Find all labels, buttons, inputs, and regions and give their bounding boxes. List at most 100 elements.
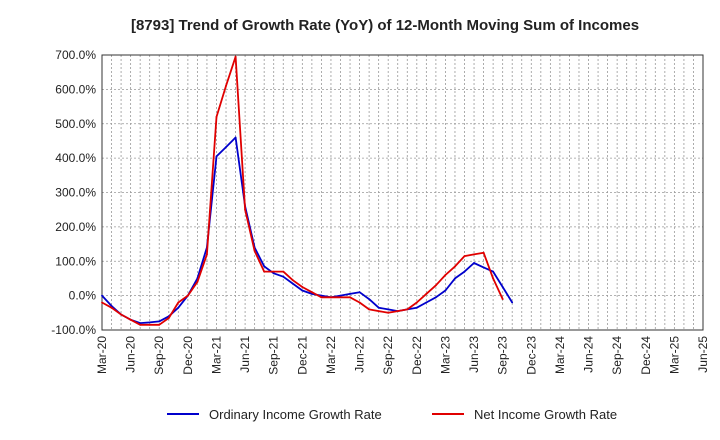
data-point bbox=[301, 289, 304, 292]
data-point bbox=[330, 296, 332, 299]
x-tick-label: Mar-23 bbox=[438, 336, 452, 374]
data-point bbox=[148, 323, 151, 326]
data-point bbox=[253, 250, 256, 252]
y-tick-label: 400.0% bbox=[55, 151, 96, 165]
x-tick-label: Dec-20 bbox=[181, 336, 195, 375]
data-point bbox=[396, 310, 399, 312]
data-point bbox=[473, 262, 475, 264]
data-point bbox=[301, 286, 304, 288]
data-point bbox=[244, 208, 247, 211]
data-point bbox=[339, 294, 342, 297]
legend-label-0: Ordinary Income Growth Rate bbox=[209, 407, 382, 422]
series-layer bbox=[101, 55, 514, 326]
data-point bbox=[444, 274, 447, 276]
data-point bbox=[225, 85, 227, 87]
y-tick-label: 0.0% bbox=[69, 289, 97, 303]
data-point bbox=[272, 270, 275, 273]
data-point bbox=[406, 308, 409, 311]
data-point bbox=[129, 318, 132, 321]
data-point bbox=[282, 270, 285, 273]
data-point bbox=[167, 317, 170, 319]
y-tick-label: 600.0% bbox=[55, 82, 96, 96]
data-point bbox=[263, 265, 266, 268]
x-tick-label: Jun-21 bbox=[238, 336, 252, 373]
data-point bbox=[291, 282, 294, 285]
x-tick-label: Sep-21 bbox=[267, 336, 281, 375]
x-tick-label: Sep-22 bbox=[381, 336, 395, 375]
data-point bbox=[320, 296, 323, 299]
data-point bbox=[101, 294, 103, 297]
x-tick-label: Jun-24 bbox=[582, 336, 596, 373]
legend: Ordinary Income Growth Rate Net Income Gr… bbox=[167, 407, 617, 422]
x-tick-label: Mar-20 bbox=[95, 336, 109, 374]
x-tick-label: Jun-20 bbox=[124, 336, 138, 373]
y-tick-label: 300.0% bbox=[55, 186, 96, 200]
chart-title: [8793] Trend of Growth Rate (YoY) of 12-… bbox=[131, 17, 639, 34]
x-tick-label: Mar-21 bbox=[209, 336, 223, 374]
y-tick-label: 700.0% bbox=[55, 48, 96, 62]
data-point bbox=[291, 279, 294, 282]
data-point bbox=[454, 277, 456, 280]
data-point bbox=[263, 270, 266, 273]
data-point bbox=[177, 306, 180, 309]
data-point bbox=[492, 277, 494, 280]
data-point bbox=[187, 294, 189, 297]
data-point bbox=[349, 296, 351, 299]
data-point bbox=[110, 305, 113, 307]
data-point bbox=[473, 253, 475, 256]
data-point bbox=[358, 301, 361, 304]
x-tick-label: Mar-25 bbox=[667, 336, 681, 374]
data-point bbox=[215, 155, 218, 158]
data-point bbox=[311, 291, 313, 294]
data-point bbox=[435, 296, 437, 299]
data-point bbox=[139, 323, 142, 326]
y-tick-label: 200.0% bbox=[55, 220, 96, 234]
data-point bbox=[492, 270, 494, 273]
data-point bbox=[196, 281, 199, 283]
x-tick-label: Jun-23 bbox=[467, 336, 481, 373]
data-point bbox=[368, 308, 370, 311]
x-tick-label: Sep-23 bbox=[496, 336, 510, 375]
data-point bbox=[215, 116, 218, 118]
data-point bbox=[272, 272, 275, 275]
data-point bbox=[425, 301, 428, 304]
x-tick-label: Mar-22 bbox=[324, 336, 338, 374]
data-point bbox=[206, 253, 208, 256]
data-point bbox=[435, 284, 437, 287]
x-tick-label: Dec-24 bbox=[639, 336, 653, 375]
x-tick-label: Dec-22 bbox=[410, 336, 424, 375]
y-axis: -100.0% 0.0% 100.0% 200.0% 300.0% 400.0% 500.0… bbox=[51, 48, 96, 337]
data-point bbox=[234, 55, 237, 58]
y-tick-label: -100.0% bbox=[51, 323, 96, 337]
data-point bbox=[454, 265, 456, 268]
data-point bbox=[463, 255, 466, 257]
x-tick-label: Sep-24 bbox=[610, 336, 624, 375]
x-tick-label: Dec-23 bbox=[524, 336, 538, 375]
data-point bbox=[415, 306, 418, 309]
x-tick-label: Jun-22 bbox=[353, 336, 367, 373]
data-point bbox=[120, 313, 122, 316]
x-tick-label: Sep-20 bbox=[152, 336, 166, 375]
data-point bbox=[282, 275, 285, 278]
data-point bbox=[234, 136, 237, 139]
data-point bbox=[463, 270, 466, 273]
data-point bbox=[425, 293, 428, 295]
data-point bbox=[501, 286, 504, 288]
data-point bbox=[387, 311, 390, 314]
data-point bbox=[177, 301, 180, 304]
x-tick-label: Dec-21 bbox=[295, 336, 309, 375]
data-point bbox=[377, 306, 380, 309]
x-tick-label: Jun-25 bbox=[696, 336, 710, 373]
data-point bbox=[415, 301, 418, 304]
data-point bbox=[158, 320, 161, 323]
data-point bbox=[110, 306, 113, 309]
legend-label-1: Net Income Growth Rate bbox=[474, 407, 617, 422]
data-point bbox=[358, 291, 361, 294]
data-point bbox=[501, 298, 504, 300]
data-point bbox=[148, 321, 151, 324]
data-point bbox=[158, 323, 161, 326]
data-point bbox=[444, 289, 447, 292]
x-axis: Mar-20 Jun-20 Sep-20 Dec-20 Mar-21 Jun-21 Sep-… bbox=[95, 336, 710, 375]
data-point bbox=[101, 301, 103, 304]
